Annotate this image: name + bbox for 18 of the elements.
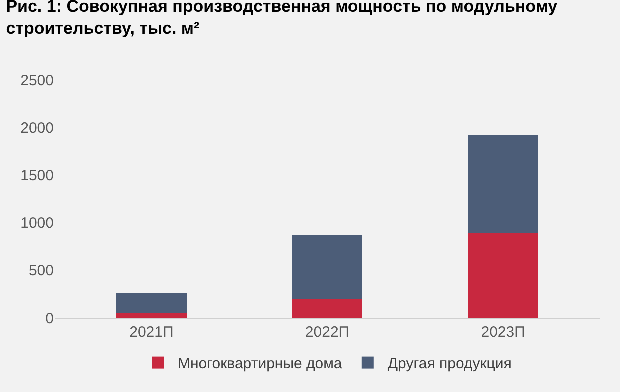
y-tick-label: 500 — [28, 262, 54, 280]
y-tick-label: 2000 — [20, 120, 54, 137]
legend-label: Многоквартирные дома — [178, 356, 343, 373]
x-tick-label: 2021П — [130, 324, 174, 341]
bar — [292, 235, 363, 300]
y-tick-label: 2500 — [20, 72, 54, 90]
y-tick-label: 1500 — [20, 167, 54, 184]
x-tick-label: 2022П — [305, 324, 350, 341]
bar — [116, 292, 187, 314]
bar — [468, 233, 538, 318]
bar — [468, 136, 538, 234]
chart-title: Рис. 1: Совокупная производственная мощность по модульному строительству, тыс. м² — [6, 0, 558, 38]
y-tick-label: 0 — [46, 310, 54, 328]
bar — [116, 314, 187, 318]
x-tick-label: 2023П — [481, 324, 526, 341]
bar — [292, 299, 363, 318]
y-tick-label: 1000 — [20, 215, 54, 232]
legend-label: Другая продукция — [388, 356, 512, 373]
